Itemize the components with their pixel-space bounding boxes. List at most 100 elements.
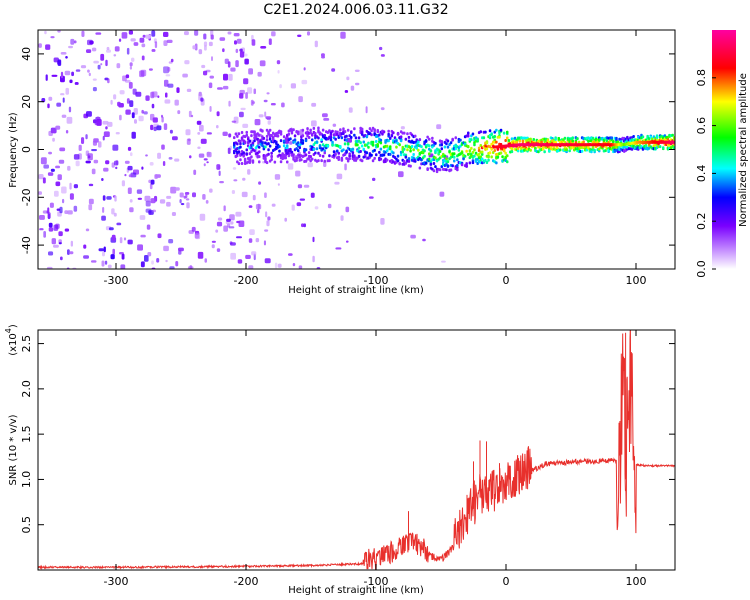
spectrogram-ridge-cell (317, 126, 320, 130)
spectrogram-noise-cell (200, 97, 204, 102)
spectrogram-ridge-cell (468, 149, 472, 153)
spectrogram-ridge-cell (351, 147, 355, 151)
spectrogram-ridge-cell (557, 137, 560, 140)
spectrogram-noise-cell (103, 131, 110, 137)
spectrogram-ridge-cell (420, 145, 423, 149)
spectrogram-ridge-core (524, 143, 526, 147)
spectrogram-noise-cell (91, 260, 97, 263)
spectrogram-ridge-cell (434, 151, 437, 155)
spectrogram-ridge-cell (506, 154, 509, 158)
spectrogram-ridge-cell (465, 162, 468, 166)
spectrogram-ridge-cell (529, 137, 532, 141)
spectrogram-noise-cell (50, 168, 55, 172)
spectrogram-noise-cell (291, 204, 295, 211)
snr-x-ticks: -300 -200 -100 0 100 (104, 330, 647, 588)
spectrogram-noise-cell (166, 39, 173, 43)
spectrogram-noise-cell (258, 114, 264, 118)
spectrogram-noise-cell (165, 259, 168, 263)
spectrogram-noise-cell (217, 217, 223, 221)
spectrogram-noise-cell (174, 99, 179, 106)
spectrogram-ridge-cell (641, 135, 645, 139)
spectrogram-ridge-core (602, 143, 604, 147)
spectrogram-noise-cell (129, 66, 132, 70)
spectrogram-noise-cell (211, 56, 213, 61)
spectrogram-noise-cell (168, 157, 173, 160)
spectrogram-noise-cell (230, 252, 236, 260)
spectrogram-noise-cell (73, 205, 78, 212)
spectrogram-ridge-cell (395, 139, 398, 143)
spectrogram-ridge-core (632, 141, 634, 145)
spectrogram-noise-cell (139, 215, 146, 220)
snr-y-axis-label: SNR (10 * v/v) (8, 414, 19, 485)
spectrogram-ridge-cell (396, 159, 400, 163)
spectrogram-noise-cell (48, 227, 54, 232)
spectrogram-noise-cell (292, 263, 296, 267)
spectrogram-ridge-cell (485, 141, 489, 145)
spectrogram-noise-cell (323, 118, 330, 121)
spectrogram-ridge-cell (502, 131, 506, 135)
spectrogram-noise-cell (151, 30, 156, 37)
spectrogram-ridge-cell (516, 149, 520, 153)
spectrogram-noise-cell (369, 196, 374, 199)
spectrogram-ridge-cell (273, 160, 277, 164)
spectrogram-noise-cell (83, 255, 89, 259)
spectrogram-ridge-core (615, 143, 617, 147)
spectrogram-ridge-core (617, 143, 620, 147)
spectrogram-ridge-cell (490, 133, 493, 136)
spectrogram-ridge-cell (337, 155, 340, 159)
spectrogram-ridge-cell (453, 159, 456, 163)
spectrogram-noise-cell (169, 129, 173, 134)
spectrogram-ridge-core (667, 140, 669, 144)
spectrogram-ridge-cell (406, 132, 409, 136)
spectrogram-ridge-cell (353, 127, 356, 131)
spectrogram-ridge-cell (467, 131, 470, 135)
spectrogram-noise-cell (236, 236, 242, 239)
spectrogram-noise-cell (126, 98, 130, 104)
spectrogram-noise-cell (137, 244, 143, 251)
spectrogram-ridge-cell (510, 147, 514, 151)
spectrogram-noise-cell (248, 265, 254, 269)
spectrogram-noise-cell (172, 136, 178, 141)
spectrogram-ridge-cell (270, 134, 273, 137)
spectrogram-ridge-cell (446, 160, 450, 164)
spectrogram-ridge-cell (506, 160, 509, 164)
spectrogram-ridge-cell (487, 158, 490, 162)
spectrogram-noise-cell (140, 234, 146, 238)
spectrogram-ridge-cell (239, 145, 242, 149)
spectrogram-noise-cell (287, 163, 294, 170)
spectrogram-ridge-cell (646, 134, 649, 138)
spectrogram-ridge-cell (270, 151, 273, 155)
spectrogram-ridge-cell (318, 154, 322, 157)
spectrogram-noise-cell (70, 240, 73, 247)
spectrogram-ridge-cell (389, 147, 392, 151)
spectrogram-noise-cell (141, 55, 145, 61)
spectrogram-noise-cell (136, 189, 143, 194)
spectrogram-ridge-core (641, 140, 643, 144)
spectrogram-ridge-cell (559, 148, 562, 152)
spectrogram-noise-cell (117, 101, 121, 107)
spectrogram-noise-cell (312, 236, 315, 243)
spectrogram-ridge-cell (499, 128, 503, 132)
spectrogram-noise-cell (322, 113, 328, 118)
spectrogram-ridge-core (626, 142, 629, 146)
spectrogram-noise-cell (210, 34, 214, 40)
spectrogram-ridge-core (668, 140, 671, 144)
spectrogram-ridge-cell (337, 151, 340, 155)
spectrogram-ridge-cell (381, 132, 384, 136)
spectrogram-ridge-cell (279, 139, 283, 143)
spectrogram-ridge-cell (540, 140, 543, 144)
spectrogram-ridge-cell (378, 150, 381, 154)
x-tick-label: -200 (234, 274, 259, 287)
spectrogram-ridge-cell (385, 149, 389, 153)
spectrogram-x-axis-label: Height of straight line (km) (288, 285, 424, 296)
spectrogram-noise-cell (163, 31, 169, 37)
snr-plot-area (38, 330, 675, 570)
spectrogram-ridge-cell (407, 159, 411, 163)
spectrogram-ridge-core (499, 145, 502, 148)
spectrogram-ridge-cell (267, 152, 270, 156)
spectrogram-ridge-cell (362, 147, 365, 151)
spectrogram-noise-cell (59, 206, 63, 214)
spectrogram-noise-cell (441, 260, 446, 263)
spectrogram-noise-cell (55, 165, 60, 169)
spectrogram-noise-cell (88, 72, 91, 77)
